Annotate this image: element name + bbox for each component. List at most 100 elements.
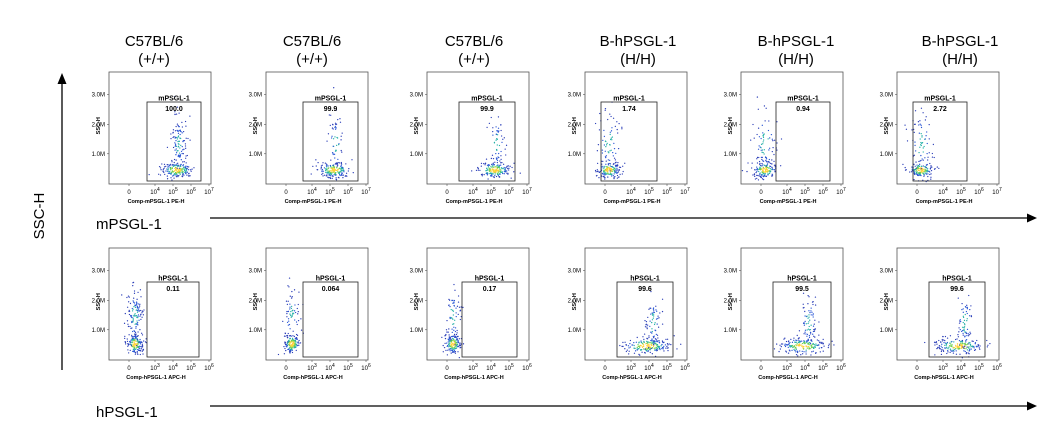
x-tick-label: 106 <box>343 187 353 196</box>
event-dot <box>751 162 753 164</box>
event-dot <box>596 150 599 152</box>
event-dot <box>175 174 177 176</box>
event-dot <box>445 349 447 352</box>
event-dot <box>768 120 770 122</box>
event-dot <box>323 167 326 169</box>
event-dot <box>286 342 289 345</box>
event-dot <box>291 338 294 340</box>
event-dot <box>484 164 486 166</box>
event-dot <box>957 334 959 336</box>
event-dot <box>617 169 619 171</box>
event-dot <box>661 323 664 325</box>
event-dot <box>795 339 797 341</box>
event-dot <box>134 313 136 315</box>
event-dot <box>331 177 333 180</box>
x-tick-label: 106 <box>186 187 196 196</box>
event-dot <box>913 172 915 174</box>
event-dot <box>500 129 502 132</box>
x-tick-label: 107 <box>680 187 690 196</box>
event-dot <box>185 125 187 127</box>
event-dot <box>648 348 650 350</box>
event-dot <box>329 164 332 167</box>
event-dot <box>503 137 505 139</box>
event-dot <box>143 309 145 311</box>
event-dot <box>496 168 498 171</box>
event-dot <box>964 335 966 337</box>
gate-percentage: 0.94 <box>796 106 810 113</box>
event-dot <box>807 294 809 297</box>
event-dot <box>768 161 770 163</box>
event-dot <box>496 159 499 162</box>
y-tick-label: 1.0M <box>724 328 737 334</box>
event-dot <box>178 143 180 145</box>
event-dot <box>646 348 649 350</box>
event-dot <box>140 296 142 298</box>
event-dot <box>185 157 187 159</box>
event-dot <box>778 350 780 353</box>
event-dot <box>655 343 657 345</box>
event-dot <box>767 174 769 176</box>
x-tick-label: 103 <box>468 363 478 372</box>
event-dot <box>341 151 343 153</box>
event-dot <box>638 342 640 344</box>
event-dot <box>927 175 929 178</box>
event-dot <box>167 164 169 166</box>
event-dot <box>177 176 179 178</box>
event-dot <box>647 338 649 340</box>
event-dot <box>958 348 960 350</box>
event-dot <box>325 169 327 172</box>
event-dot <box>334 150 337 152</box>
event-dot <box>126 338 128 340</box>
event-dot <box>926 168 929 170</box>
event-dot <box>818 321 820 323</box>
event-dot <box>647 341 649 343</box>
event-dot <box>969 344 972 346</box>
event-dot <box>284 341 286 343</box>
event-dot <box>182 153 184 155</box>
y-tick-label: 3.0M <box>249 92 262 98</box>
event-dot <box>477 167 479 170</box>
event-dot <box>136 352 138 354</box>
event-dot <box>133 342 136 344</box>
event-dot <box>663 345 665 348</box>
event-dot <box>175 166 177 169</box>
event-dot <box>924 168 926 170</box>
event-dot <box>179 137 181 139</box>
event-dot <box>921 135 923 137</box>
event-dot <box>612 174 614 177</box>
event-dot <box>496 164 498 167</box>
event-dot <box>132 321 134 323</box>
event-dot <box>177 150 179 152</box>
event-dot <box>167 166 169 168</box>
event-dot <box>138 349 140 351</box>
event-dot <box>810 310 812 312</box>
event-dot <box>128 310 130 313</box>
event-dot <box>963 327 965 329</box>
event-dot <box>986 346 988 348</box>
event-dot <box>968 294 970 297</box>
x-tick-label: 107 <box>836 187 846 196</box>
event-dot <box>180 165 182 167</box>
event-dot <box>791 344 794 347</box>
event-dot <box>453 348 456 350</box>
event-dot <box>444 342 446 345</box>
gate-rectangle <box>458 101 516 182</box>
event-dot <box>761 171 763 174</box>
event-dot <box>814 296 817 298</box>
event-dot <box>337 118 339 121</box>
event-dot <box>454 352 457 354</box>
event-dot <box>925 116 927 118</box>
event-dot <box>642 348 645 350</box>
event-dot <box>758 170 760 173</box>
gate-percentage: 99.6 <box>638 286 652 293</box>
event-dot <box>178 169 180 171</box>
event-dot <box>965 310 968 313</box>
event-dot <box>963 326 966 328</box>
event-dot <box>922 172 924 174</box>
event-dot <box>803 322 805 324</box>
event-dot <box>959 328 961 331</box>
event-dot <box>496 166 498 169</box>
event-dot <box>185 171 187 173</box>
event-dot <box>655 309 657 311</box>
event-dot <box>955 344 957 347</box>
